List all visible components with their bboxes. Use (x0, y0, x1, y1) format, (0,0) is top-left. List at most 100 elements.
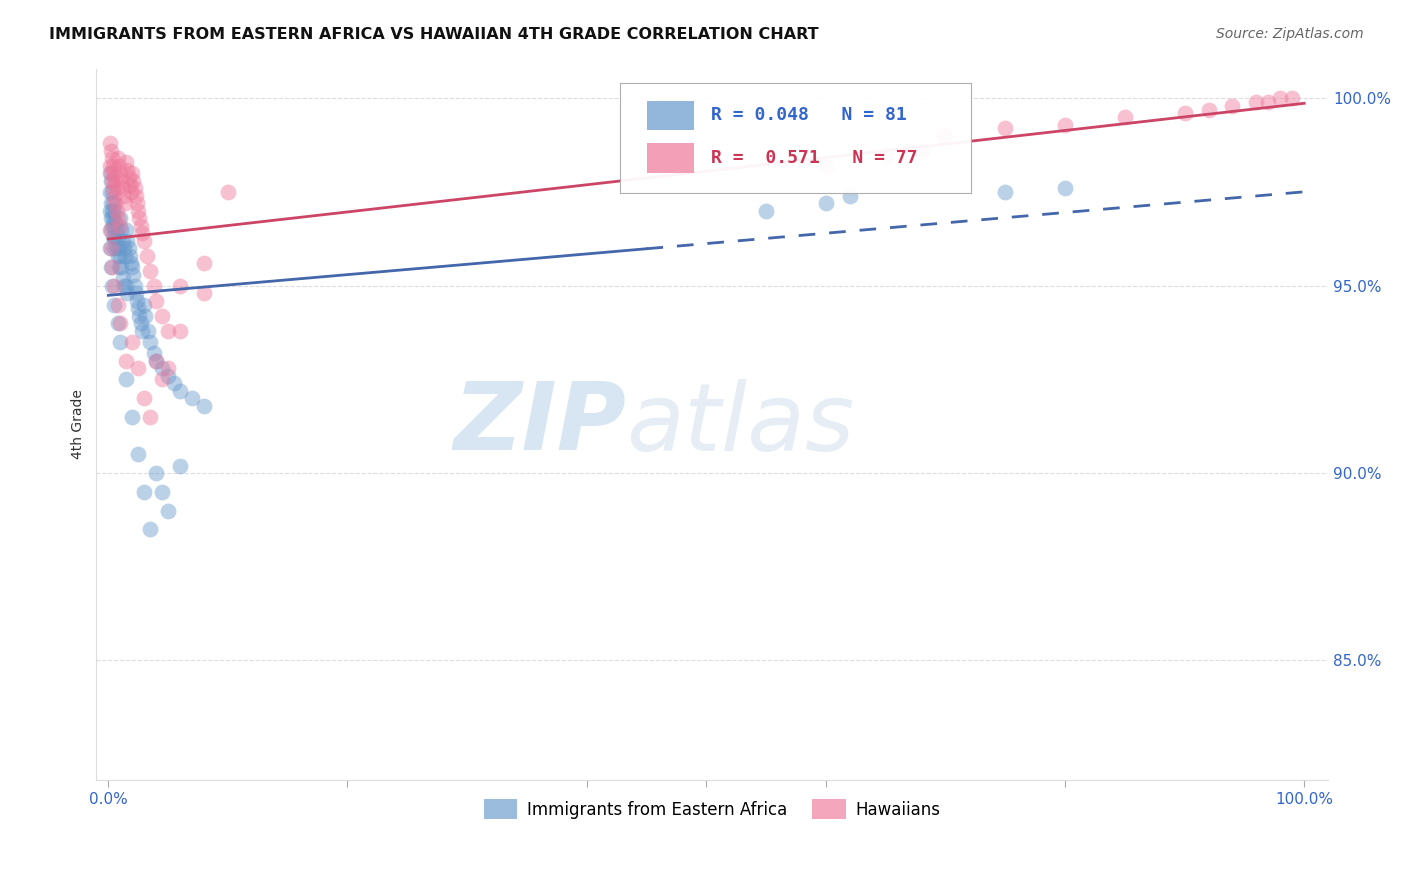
Point (125, 286, 148, 301)
Point (110, 260, 132, 274)
Point (181, 391, 204, 405)
Point (120, 185, 142, 199)
Point (121, 409, 143, 424)
Point (110, 334, 132, 349)
Point (117, 234, 139, 248)
Point (108, 241, 131, 255)
Point (103, 297, 125, 311)
Point (115, 155, 138, 169)
Point (117, 286, 139, 301)
Point (838, 189, 860, 203)
Point (110, 211, 132, 226)
Point (100, 260, 122, 274)
Point (127, 447, 149, 461)
Point (100, 222, 122, 236)
Point (1257, 95, 1279, 110)
Point (145, 293, 167, 308)
Point (121, 166, 143, 180)
Text: atlas: atlas (626, 379, 855, 470)
Point (108, 159, 131, 173)
Point (755, 203, 778, 218)
Point (117, 170, 139, 185)
Point (910, 144, 932, 158)
Point (142, 346, 165, 360)
Point (145, 353, 167, 368)
Point (107, 152, 129, 166)
Point (100, 241, 122, 255)
Point (105, 241, 128, 255)
Point (124, 278, 146, 293)
Legend: Immigrants from Eastern Africa, Hawaiians: Immigrants from Eastern Africa, Hawaiian… (477, 793, 948, 825)
Point (98, 241, 121, 255)
Point (100, 166, 122, 180)
Text: IMMIGRANTS FROM EASTERN AFRICA VS HAWAIIAN 4TH GRADE CORRELATION CHART: IMMIGRANTS FROM EASTERN AFRICA VS HAWAII… (49, 27, 818, 42)
Point (115, 353, 138, 368)
Bar (647, 144, 693, 173)
Point (98, 136, 121, 151)
Point (134, 297, 156, 311)
Point (101, 196, 124, 211)
Point (101, 152, 124, 166)
Point (100, 144, 122, 158)
Point (110, 222, 132, 236)
FancyBboxPatch shape (620, 83, 972, 193)
Point (134, 309, 156, 323)
Point (110, 166, 132, 180)
Text: ZIP: ZIP (453, 378, 626, 470)
Point (115, 222, 138, 236)
Point (101, 219, 124, 233)
Point (104, 196, 127, 211)
Point (125, 189, 148, 203)
Point (118, 178, 141, 192)
Point (139, 334, 162, 349)
Point (169, 278, 191, 293)
Point (124, 181, 146, 195)
Point (169, 324, 191, 338)
Point (150, 309, 173, 323)
Point (103, 241, 125, 255)
Point (114, 249, 136, 263)
Point (103, 278, 125, 293)
Point (136, 324, 159, 338)
Point (101, 203, 124, 218)
Point (103, 166, 125, 180)
Point (814, 159, 837, 173)
Point (193, 256, 215, 270)
Point (118, 249, 141, 263)
Point (105, 222, 128, 236)
Bar (647, 101, 693, 130)
Point (101, 181, 124, 195)
Point (110, 316, 132, 330)
Point (111, 234, 134, 248)
Point (150, 484, 173, 499)
Point (115, 278, 138, 293)
Point (122, 174, 145, 188)
Point (101, 185, 124, 199)
Point (107, 316, 129, 330)
Point (135, 249, 157, 263)
Point (121, 334, 143, 349)
Point (1246, 95, 1268, 110)
Point (139, 522, 162, 536)
Point (131, 324, 153, 338)
Point (112, 241, 135, 255)
Point (108, 260, 131, 274)
Point (127, 361, 149, 376)
Point (110, 174, 132, 188)
Point (139, 409, 162, 424)
Point (134, 234, 156, 248)
Point (107, 297, 129, 311)
Point (103, 203, 125, 218)
Point (193, 286, 215, 301)
Point (120, 256, 142, 270)
Text: R =  0.571   N = 77: R = 0.571 N = 77 (711, 149, 918, 167)
Point (121, 260, 143, 274)
Point (104, 174, 127, 188)
Point (157, 503, 180, 517)
Point (117, 162, 139, 177)
Point (111, 181, 134, 195)
Point (122, 268, 145, 282)
Point (129, 316, 152, 330)
Point (193, 399, 215, 413)
Point (101, 278, 124, 293)
